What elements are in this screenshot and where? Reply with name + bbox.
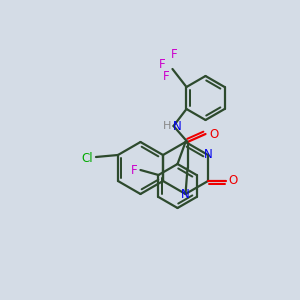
- Text: F: F: [163, 70, 170, 83]
- Text: H: H: [163, 121, 172, 131]
- Text: N: N: [181, 188, 190, 200]
- Text: O: O: [228, 175, 238, 188]
- Text: F: F: [159, 58, 166, 71]
- Text: F: F: [171, 49, 178, 62]
- Text: O: O: [209, 128, 218, 140]
- Text: N: N: [204, 148, 212, 161]
- Text: Cl: Cl: [81, 152, 93, 164]
- Text: N: N: [173, 119, 182, 133]
- Text: F: F: [131, 164, 138, 176]
